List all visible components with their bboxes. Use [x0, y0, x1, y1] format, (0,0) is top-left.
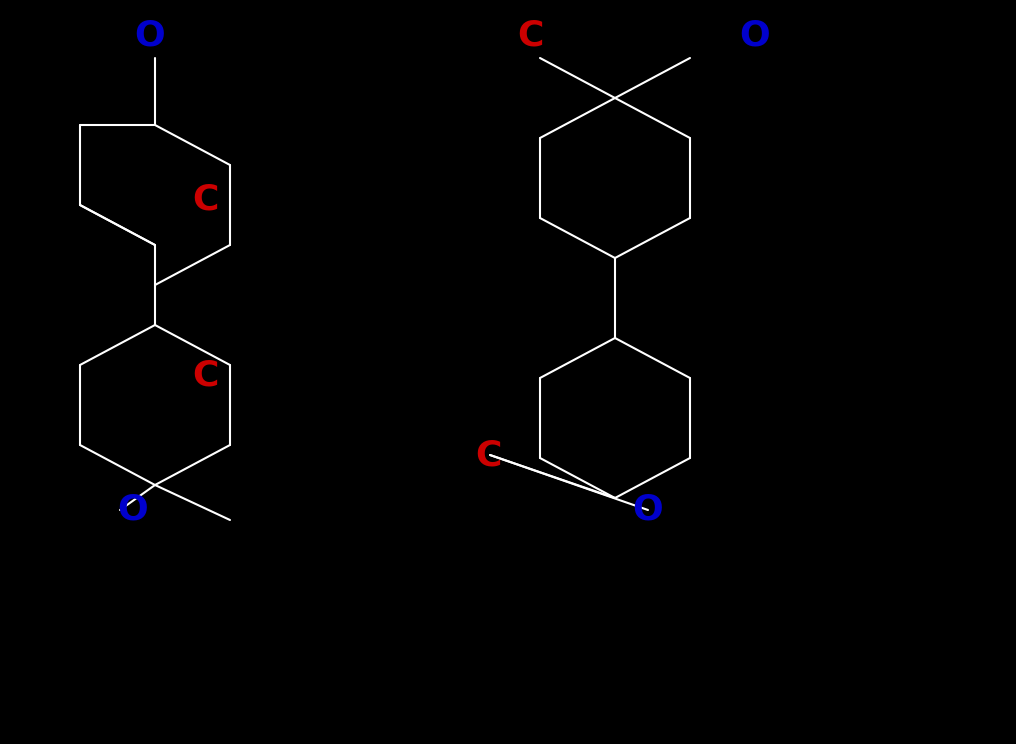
Text: C: C [517, 18, 544, 52]
Text: O: O [633, 493, 663, 527]
Text: C: C [192, 358, 218, 392]
Text: O: O [740, 18, 770, 52]
Text: C: C [192, 183, 218, 217]
Text: O: O [118, 493, 148, 527]
Text: O: O [135, 18, 166, 52]
Text: C: C [474, 438, 501, 472]
